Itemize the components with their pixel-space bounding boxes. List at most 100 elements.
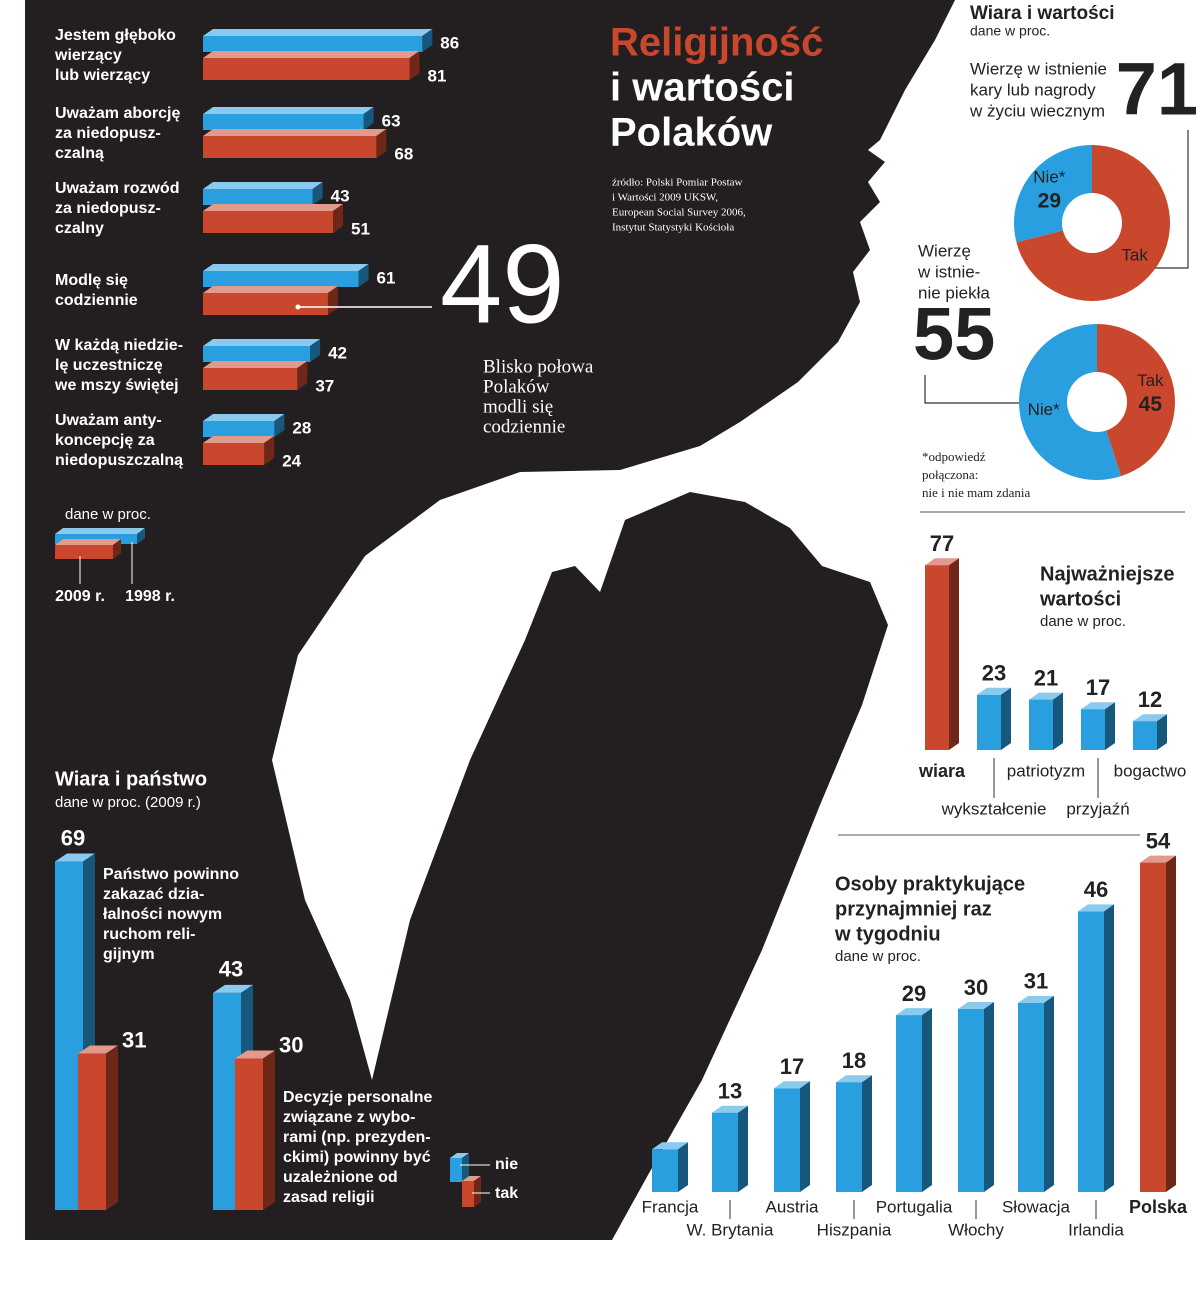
category-label: we mszy świętej (54, 377, 179, 394)
slice-label: Nie* (1033, 167, 1066, 186)
bar-side (1157, 714, 1167, 750)
bar-front (712, 1112, 738, 1192)
big-value: 55 (913, 293, 995, 376)
bar-top (712, 1105, 748, 1113)
bar-side (297, 361, 308, 390)
bar-front (203, 211, 334, 233)
category-label: W każdą niedzie- (55, 337, 183, 354)
footnote: *odpowiedź (922, 449, 986, 464)
bar-side (422, 29, 433, 52)
category-label: Uważam aborcję (55, 105, 180, 122)
bar (203, 129, 387, 158)
category-label: łalności nowym (103, 906, 222, 923)
chart-note: dane w proc. (835, 948, 921, 965)
bar-side (1044, 995, 1054, 1192)
legend-swatch (55, 539, 121, 559)
title: Religijność (610, 21, 823, 65)
category-label: Irlandia (1068, 1220, 1124, 1239)
value-label: 77 (930, 531, 954, 556)
chart-title: wartości (1039, 588, 1121, 610)
bar-side (113, 539, 121, 559)
bar-front (1140, 862, 1166, 1192)
bar-side (474, 1176, 481, 1207)
bar-front (1018, 1002, 1044, 1192)
bar (203, 182, 323, 205)
category-label: Decyzje personalne (283, 1089, 433, 1106)
value-label: 63 (382, 111, 401, 130)
pie-label: w życiu wiecznym (969, 101, 1105, 120)
legend-label: 1998 r. (125, 588, 175, 605)
bar (977, 687, 1011, 750)
bar-front (203, 58, 410, 80)
bar-top (203, 414, 285, 421)
legend-label: 2009 r. (55, 588, 105, 605)
bar-top (836, 1075, 872, 1083)
category-label: Jestem głęboko (55, 27, 176, 44)
bar-top (203, 264, 369, 271)
value-label: 43 (331, 186, 350, 205)
callout-dot (295, 304, 301, 310)
bar-side (984, 1002, 994, 1192)
value-label: 51 (351, 219, 370, 238)
bar-top (1081, 702, 1115, 710)
bar-front (977, 694, 1001, 750)
chart-note: dane w proc. (2009 r.) (55, 794, 201, 811)
value-label: 13 (718, 1079, 742, 1104)
category-label: Austria (766, 1197, 819, 1216)
category-label: Państwo powinno (103, 866, 239, 883)
category-label: Hiszpania (817, 1220, 892, 1239)
bar (712, 1105, 748, 1192)
value-label: 31 (122, 1027, 146, 1052)
category-label: niedopuszczalną (55, 452, 183, 469)
bar-front (203, 271, 359, 287)
chart-title: Wiara i państwo (55, 768, 207, 790)
bar-side (922, 1008, 932, 1192)
bar-front (462, 1181, 474, 1207)
bar-top (450, 1153, 469, 1158)
pie-label: kary lub nagrody (970, 80, 1096, 99)
bar-side (363, 107, 374, 130)
bar-front (203, 136, 377, 158)
bar-top (977, 687, 1011, 695)
callout-text: modli się (483, 396, 553, 417)
title: i wartości (610, 66, 795, 110)
bar-side (106, 1045, 118, 1210)
title: Polaków (610, 111, 773, 155)
callout-text: codziennie (483, 416, 565, 437)
category-label: koncepcję za (55, 432, 155, 449)
bar-top (1029, 692, 1063, 700)
bar-top (213, 984, 253, 993)
bar (235, 1050, 275, 1210)
bar (203, 286, 338, 315)
bar-side (333, 204, 344, 233)
category-label: Uważam anty- (55, 412, 162, 429)
legend-note: dane w proc. (65, 506, 151, 523)
bar (836, 1075, 872, 1192)
bar-top (55, 539, 121, 545)
bar-top (203, 107, 374, 114)
bar-front (1081, 709, 1105, 750)
value-label: 68 (394, 144, 413, 163)
bar (1140, 855, 1176, 1192)
value-label: 24 (282, 451, 301, 470)
value-label: 18 (842, 1048, 866, 1073)
bar-top (203, 286, 338, 293)
category-label: za niedopusz- (55, 125, 161, 142)
legend-label: tak (495, 1185, 518, 1202)
category-label: czalny (55, 220, 104, 237)
bar-front (78, 1053, 106, 1210)
bar-side (800, 1081, 810, 1192)
bar-front (652, 1149, 678, 1192)
bar-side (409, 51, 420, 80)
category-label: Słowacja (1002, 1197, 1071, 1216)
category-label: ckimi) powinny być (283, 1149, 431, 1166)
bar-front (235, 1058, 263, 1210)
bar-side (358, 264, 369, 287)
chart-title: przynajmniej raz (835, 898, 992, 920)
bar-top (1018, 995, 1054, 1003)
bar-front (958, 1009, 984, 1192)
bar-side (274, 414, 285, 437)
bar (1018, 995, 1054, 1192)
bar-top (958, 1002, 994, 1009)
